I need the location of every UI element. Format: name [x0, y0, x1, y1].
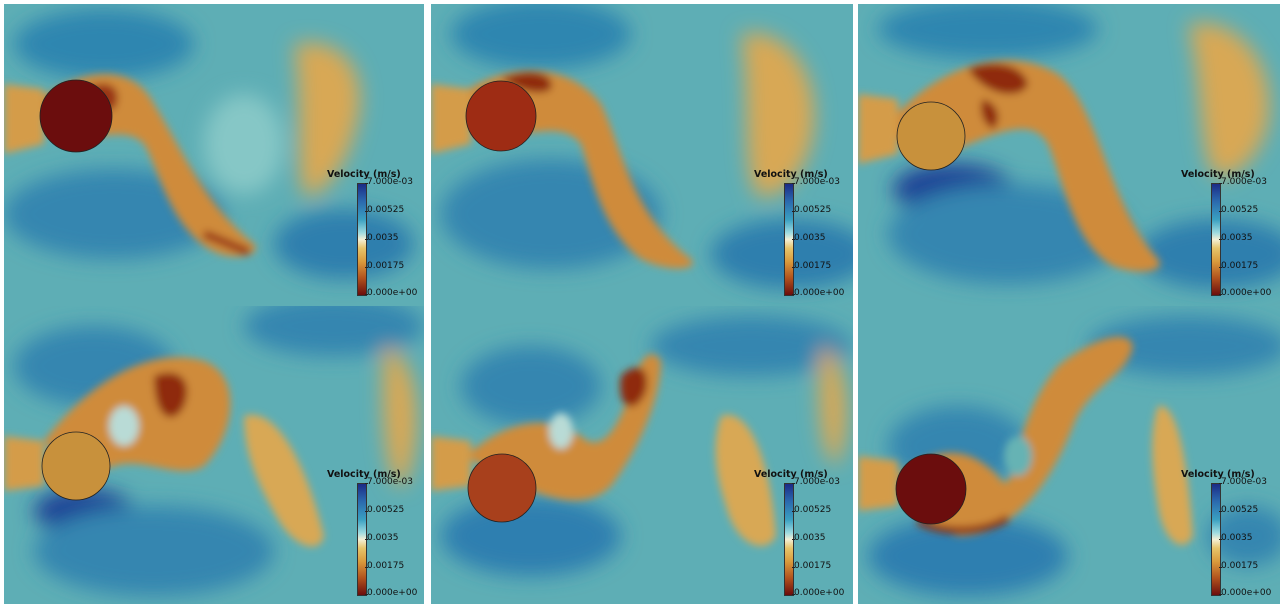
velocity-panel-2: Velocity (m/s) 7.000e-03 0.00525 0.0035 …: [431, 4, 853, 306]
tick-q3: 0.00525: [1221, 505, 1259, 515]
tick-min: 0.000e+00: [1221, 588, 1272, 598]
legend-title: Velocity (m/s): [327, 169, 401, 180]
tick-q3: 0.00525: [794, 505, 832, 515]
velocity-legend-3: Velocity (m/s) 7.000e-03 0.00525 0.0035 …: [1181, 169, 1280, 306]
velocity-panel-5: Velocity (m/s) 7.000e-03 0.00525 0.0035 …: [431, 306, 853, 604]
legend-title: Velocity (m/s): [1181, 469, 1255, 480]
velocity-field-2: [431, 4, 853, 306]
cylinder-2: [465, 80, 537, 152]
tick-q1: 0.00175: [1221, 561, 1259, 571]
legend-title: Velocity (m/s): [327, 469, 401, 480]
velocity-panel-3: Velocity (m/s) 7.000e-03 0.00525 0.0035 …: [858, 4, 1280, 306]
velocity-field-1: [4, 4, 424, 306]
tick-min: 0.000e+00: [367, 588, 418, 598]
tick-mid: 0.0035: [1221, 533, 1253, 543]
velocity-legend-2: Velocity (m/s) 7.000e-03 0.00525 0.0035 …: [754, 169, 853, 306]
legend-title: Velocity (m/s): [754, 469, 828, 480]
velocity-panel-6: Velocity (m/s) 7.000e-03 0.00525 0.0035 …: [858, 306, 1280, 604]
tick-q3: 0.00525: [1221, 205, 1259, 215]
legend-title: Velocity (m/s): [1181, 169, 1255, 180]
tick-q1: 0.00175: [794, 261, 832, 271]
velocity-legend-6: Velocity (m/s) 7.000e-03 0.00525 0.0035 …: [1181, 469, 1280, 604]
velocity-field-3: [858, 4, 1280, 306]
legend-title: Velocity (m/s): [754, 169, 828, 180]
tick-max: 7.000e-03: [1221, 177, 1268, 187]
cylinder-3: [896, 101, 966, 171]
tick-max: 7.000e-03: [367, 477, 414, 487]
tick-mid: 0.0035: [1221, 233, 1253, 243]
tick-q1: 0.00175: [794, 561, 832, 571]
tick-mid: 0.0035: [367, 533, 399, 543]
velocity-field-5: [431, 306, 853, 604]
tick-q1: 0.00175: [367, 261, 405, 271]
velocity-field-6: [858, 306, 1280, 604]
tick-q1: 0.00175: [367, 561, 405, 571]
tick-mid: 0.0035: [794, 533, 826, 543]
tick-mid: 0.0035: [367, 233, 399, 243]
tick-min: 0.000e+00: [1221, 288, 1272, 298]
velocity-panel-4: Velocity (m/s) 7.000e-03 0.00525 0.0035 …: [4, 306, 424, 604]
tick-q3: 0.00525: [794, 205, 832, 215]
tick-max: 7.000e-03: [367, 177, 414, 187]
tick-q3: 0.00525: [367, 205, 405, 215]
velocity-panel-1: Velocity (m/s) 7.000e-03 0.00525 0.0035 …: [4, 4, 424, 306]
cylinder-1: [39, 79, 113, 153]
tick-q1: 0.00175: [1221, 261, 1259, 271]
cylinder-5: [467, 453, 537, 523]
cylinder-4: [41, 431, 111, 501]
tick-min: 0.000e+00: [794, 588, 845, 598]
tick-max: 7.000e-03: [1221, 477, 1268, 487]
tick-min: 0.000e+00: [794, 288, 845, 298]
tick-max: 7.000e-03: [794, 177, 841, 187]
velocity-legend-1: Velocity (m/s) 7.000e-03 0.00525 0.0035 …: [327, 169, 424, 306]
velocity-field-4: [4, 306, 424, 604]
tick-min: 0.000e+00: [367, 288, 418, 298]
velocity-legend-5: Velocity (m/s) 7.000e-03 0.00525 0.0035 …: [754, 469, 853, 604]
velocity-legend-4: Velocity (m/s) 7.000e-03 0.00525 0.0035 …: [327, 469, 424, 604]
tick-max: 7.000e-03: [794, 477, 841, 487]
tick-mid: 0.0035: [794, 233, 826, 243]
cylinder-6: [895, 453, 967, 525]
tick-q3: 0.00525: [367, 505, 405, 515]
